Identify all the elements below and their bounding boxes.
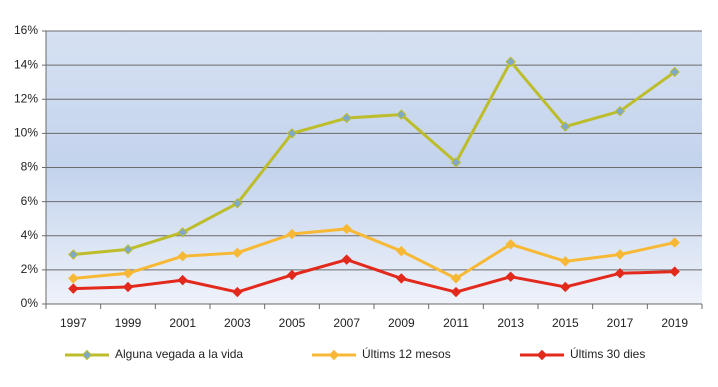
- y-tick-label: 8%: [21, 160, 39, 174]
- marker: [232, 286, 243, 298]
- x-tick-label: 1999: [115, 316, 142, 330]
- marker: [560, 121, 571, 132]
- marker: [505, 56, 516, 67]
- marker: [396, 245, 407, 257]
- marker: [614, 249, 626, 260]
- x-tick-label: 1997: [60, 316, 87, 330]
- series-line: [73, 227, 675, 280]
- series-line: [73, 258, 675, 294]
- legend-label: Alguna vegada a la vida: [115, 347, 243, 361]
- legend-marker: [536, 349, 548, 361]
- y-tick-label: 10%: [14, 126, 38, 140]
- marker: [614, 105, 626, 117]
- marker: [341, 223, 352, 235]
- marker: [560, 281, 571, 293]
- marker: [122, 244, 134, 255]
- y-tick-label: 14%: [14, 57, 38, 71]
- marker: [450, 273, 462, 284]
- x-tick-label: 2003: [224, 316, 251, 330]
- marker: [177, 251, 188, 262]
- y-tick-label: 0%: [21, 296, 39, 310]
- legend-label: Últims 12 mesos: [362, 346, 451, 361]
- marker: [505, 239, 516, 250]
- marker: [560, 256, 571, 267]
- marker: [122, 268, 134, 279]
- marker: [341, 254, 352, 265]
- marker: [396, 273, 407, 284]
- x-tick-label: 2011: [443, 316, 469, 330]
- marker: [614, 268, 626, 279]
- marker: [286, 128, 298, 139]
- marker: [669, 266, 680, 277]
- marker: [177, 227, 188, 238]
- x-tick-label: 2009: [388, 316, 415, 330]
- x-tick-label: 2019: [661, 316, 688, 330]
- x-tick-label: 2007: [333, 316, 360, 330]
- marker: [232, 198, 243, 209]
- marker: [450, 157, 462, 168]
- y-tick-label: 12%: [14, 91, 38, 105]
- y-tick-label: 2%: [21, 262, 39, 276]
- x-tick-label: 2013: [497, 316, 524, 330]
- legend-marker: [81, 349, 93, 361]
- marker: [450, 286, 462, 298]
- y-tick-label: 6%: [21, 194, 39, 208]
- x-tick-label: 2015: [552, 316, 579, 330]
- marker: [669, 237, 680, 248]
- y-tick-label: 4%: [21, 228, 39, 242]
- marker: [68, 283, 79, 294]
- marker: [68, 273, 79, 284]
- y-tick-label: 16%: [14, 23, 38, 37]
- marker: [286, 269, 298, 281]
- marker: [669, 66, 680, 78]
- legend-label: Últims 30 dies: [570, 346, 645, 361]
- marker: [177, 274, 188, 286]
- marker: [232, 247, 243, 259]
- marker: [396, 109, 407, 120]
- marker: [286, 228, 298, 240]
- marker: [68, 249, 79, 260]
- x-tick-label: 2005: [279, 316, 306, 330]
- marker: [505, 271, 516, 282]
- series-line: [73, 60, 676, 257]
- marker: [122, 281, 134, 293]
- legend-marker: [328, 349, 340, 361]
- x-tick-label: 2017: [607, 316, 634, 330]
- x-tick-label: 2001: [169, 316, 196, 330]
- marker: [341, 112, 352, 124]
